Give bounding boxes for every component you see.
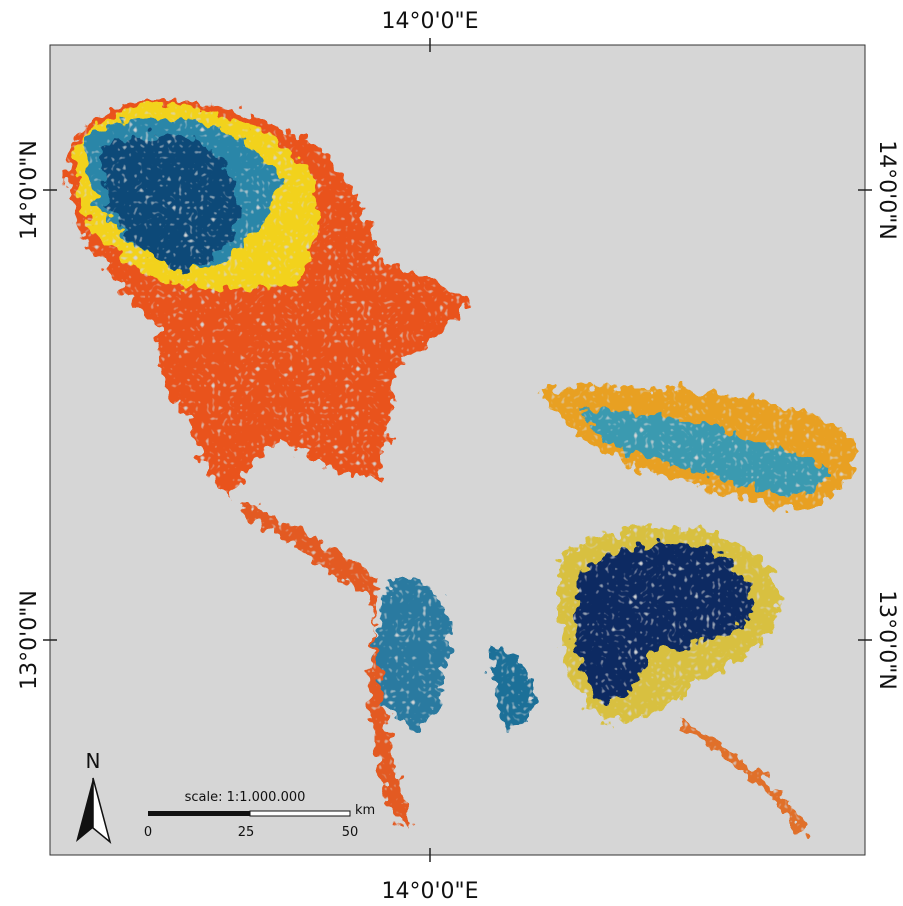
scale-title: scale: 1:1.000.000 <box>185 790 306 805</box>
scale-label: 0 <box>144 825 152 840</box>
latitude-label: 14°0'0"N <box>17 140 42 240</box>
river-trace-2 <box>680 720 810 834</box>
river-trace <box>240 500 410 830</box>
scale-label: 50 <box>342 825 359 840</box>
scale-segment <box>249 810 351 817</box>
lake-chad <box>574 544 752 700</box>
arrow-right <box>92 777 112 845</box>
dark-water-region <box>100 134 240 270</box>
scale-bar: scale: 1:1.000.000 0 25 50 km <box>144 790 375 840</box>
graticule-ticks <box>43 38 872 862</box>
arrow-left <box>76 778 93 842</box>
east-water <box>580 410 830 496</box>
latitude-label: 13°0'0"N <box>17 590 42 690</box>
scale-unit: km <box>355 803 375 818</box>
scale-segment <box>148 811 250 816</box>
raster-layer <box>66 100 860 834</box>
south-wetland <box>370 578 450 730</box>
longitude-label: 14°0'0"E <box>381 879 478 904</box>
latitude-label: 13°0'0"N <box>874 590 899 690</box>
north-arrow: N <box>76 749 112 845</box>
scale-label: 25 <box>238 825 255 840</box>
north-label: N <box>86 749 101 773</box>
south-wetland-2 <box>490 648 535 730</box>
latitude-label: 14°0'0"N <box>874 140 899 240</box>
longitude-label: 14°0'0"E <box>381 9 478 34</box>
